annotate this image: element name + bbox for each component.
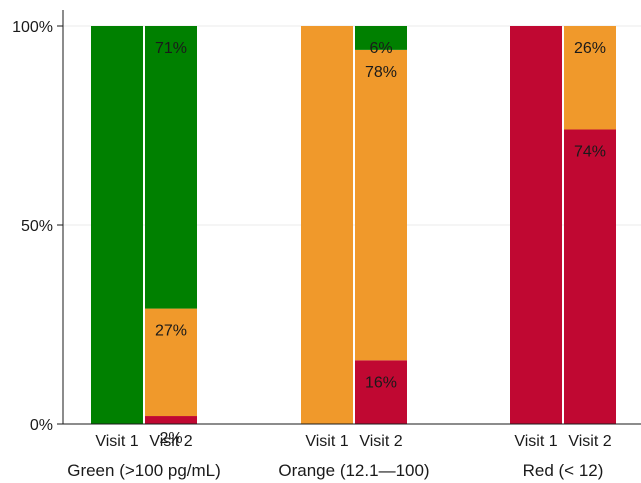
bar-segment-green <box>145 26 197 309</box>
bar-segment-red <box>355 360 407 424</box>
axes: 0% 50% 100% <box>12 10 641 434</box>
data-label: 27% <box>155 323 187 340</box>
group-label: Red (< 12) <box>523 461 604 480</box>
x-tick-label: Visit 2 <box>359 433 402 450</box>
data-label: 16% <box>365 374 397 391</box>
x-tick-label: Visit 1 <box>305 433 348 450</box>
bar-segment-red <box>564 129 616 425</box>
labels: Visit 1 2% 27% 71% Visit 2 Green (>100 pg/mL)… <box>67 40 612 480</box>
bar-segment-orange <box>564 26 616 130</box>
y-tick-label: 50% <box>21 218 53 235</box>
data-label: 26% <box>574 40 606 57</box>
y-tick-label: 100% <box>12 19 53 36</box>
data-label: 74% <box>574 143 606 160</box>
bar-segment-red <box>510 26 562 424</box>
bar-segment-green <box>355 26 407 50</box>
data-label: 6% <box>369 40 392 57</box>
group-label: Green (>100 pg/mL) <box>67 461 221 480</box>
x-tick-label: Visit 2 <box>568 433 611 450</box>
y-tick-label: 0% <box>30 417 53 434</box>
data-label: 78% <box>365 64 397 81</box>
data-label: 71% <box>155 40 187 57</box>
x-tick-label: Visit 2 <box>149 433 192 450</box>
data-label: 2% <box>159 430 182 447</box>
bars <box>91 26 616 425</box>
x-tick-label: Visit 1 <box>514 433 557 450</box>
bar-segment-orange <box>145 308 197 417</box>
bar-segment-green <box>91 26 143 424</box>
bar-segment-orange <box>355 49 407 361</box>
x-tick-label: Visit 1 <box>95 433 138 450</box>
bar-segment-orange <box>301 26 353 424</box>
group-label: Orange (12.1—100) <box>278 461 429 480</box>
bar-segment-red <box>145 416 197 424</box>
